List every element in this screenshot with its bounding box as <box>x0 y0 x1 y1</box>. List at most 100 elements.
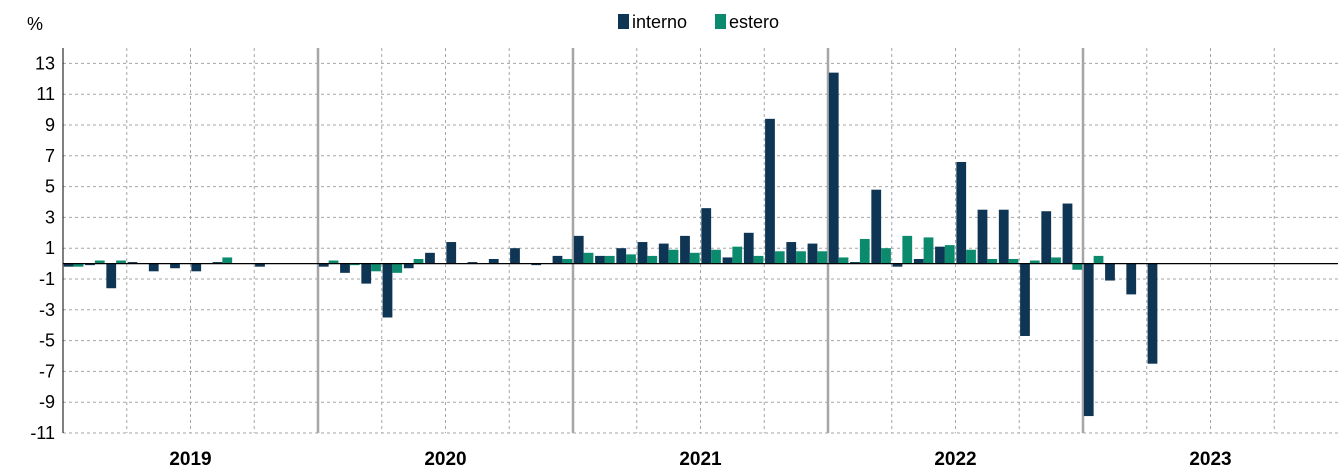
bar-estero <box>732 246 743 264</box>
bar-interno <box>382 263 393 318</box>
bar-interno <box>743 232 754 264</box>
bar-interno <box>531 263 542 266</box>
bar-estero <box>562 258 573 264</box>
bar-estero <box>94 260 105 264</box>
bars <box>63 72 1158 417</box>
bar-interno <box>212 262 223 264</box>
bar-estero <box>1008 258 1019 264</box>
y-tick-label: -11 <box>30 423 55 443</box>
y-tick-label: 7 <box>45 146 55 166</box>
bar-interno <box>573 235 584 264</box>
y-tick-label: -9 <box>39 392 55 412</box>
y-tick-label: -1 <box>39 269 55 289</box>
bar-estero <box>944 245 955 264</box>
axes <box>62 48 1338 433</box>
x-tick-label: 2019 <box>169 449 211 468</box>
bar-interno <box>616 248 627 264</box>
bar-interno <box>701 208 712 264</box>
bar-interno <box>595 255 605 264</box>
bar-interno <box>552 255 563 264</box>
bar-estero <box>796 251 806 264</box>
bar-interno <box>340 263 350 273</box>
bar-interno <box>637 242 648 264</box>
bar-interno <box>1105 263 1115 281</box>
bar-interno <box>871 189 882 264</box>
bar-estero <box>604 255 615 264</box>
bar-interno <box>977 209 988 264</box>
bar-interno <box>807 243 818 264</box>
y-axis-unit-label: % <box>27 14 43 34</box>
bar-interno <box>361 263 372 284</box>
bar-interno <box>148 263 159 272</box>
bar-estero <box>689 252 700 264</box>
bar-estero <box>838 257 849 264</box>
x-tick-label: 2021 <box>679 449 722 468</box>
bar-estero <box>923 237 934 264</box>
y-tick-label: -5 <box>39 331 55 351</box>
bar-estero <box>1051 257 1061 264</box>
bar-estero <box>668 249 679 264</box>
legend: interno estero <box>618 12 779 32</box>
bar-interno <box>1147 263 1158 364</box>
bar-interno <box>63 263 74 267</box>
bar-estero <box>116 260 126 264</box>
bar-estero <box>1093 255 1104 264</box>
bar-estero <box>902 235 913 264</box>
bar-estero <box>647 255 658 264</box>
bar-estero <box>881 248 891 264</box>
bar-estero <box>626 254 636 264</box>
bar-interno <box>935 246 945 264</box>
y-tick-label: 13 <box>35 53 55 73</box>
bar-interno <box>318 263 329 267</box>
bar-estero <box>73 263 84 267</box>
bar-interno <box>488 258 499 264</box>
legend-label-interno: interno <box>632 12 687 32</box>
bar-estero <box>371 263 381 272</box>
grid <box>63 48 1338 434</box>
bar-interno <box>85 263 95 266</box>
bar-interno <box>425 252 435 264</box>
bar-interno <box>106 263 117 289</box>
bar-estero <box>349 263 360 266</box>
legend-swatch-interno <box>618 14 629 29</box>
bar-interno <box>998 209 1009 264</box>
tick-labels: 13 11 9 7 5 3 1 -1 -3 -5 -7 -9 -11 2019 2020 2021 2022 20… <box>30 53 1231 468</box>
bar-interno <box>828 72 839 264</box>
legend-swatch-estero <box>715 14 726 29</box>
bar-interno <box>467 262 478 264</box>
bar-estero <box>222 257 233 264</box>
y-tick-label: 11 <box>36 84 55 104</box>
bar-interno <box>127 262 138 264</box>
legend-label-estero: estero <box>729 12 779 32</box>
bar-estero <box>753 255 764 264</box>
bar-interno <box>1083 263 1094 417</box>
bar-interno <box>765 118 775 264</box>
y-tick-label: 3 <box>45 207 55 227</box>
bar-estero <box>1029 260 1040 264</box>
bar-interno <box>255 263 265 267</box>
bar-interno <box>913 258 924 264</box>
bar-interno <box>446 242 457 264</box>
bar-interno <box>510 248 520 264</box>
x-tick-label: 2022 <box>934 449 976 468</box>
y-tick-label: 5 <box>45 177 55 197</box>
bar-estero <box>392 263 403 273</box>
bar-interno <box>786 242 797 264</box>
bar-estero <box>1072 263 1083 270</box>
bar-estero <box>859 238 870 264</box>
bar-estero <box>817 251 828 264</box>
bar-interno <box>680 235 690 264</box>
bar-interno <box>850 262 860 264</box>
bar-estero <box>774 251 785 264</box>
x-tick-label: 2023 <box>1189 449 1231 468</box>
bar-interno <box>403 263 414 269</box>
bar-estero <box>711 249 721 264</box>
y-tick-label: 9 <box>45 115 55 135</box>
bar-estero <box>987 258 998 264</box>
y-tick-label: -7 <box>39 361 55 381</box>
bar-estero <box>328 260 339 264</box>
bar-interno <box>722 257 733 264</box>
y-tick-label: 1 <box>45 238 55 258</box>
bar-interno <box>658 243 669 264</box>
